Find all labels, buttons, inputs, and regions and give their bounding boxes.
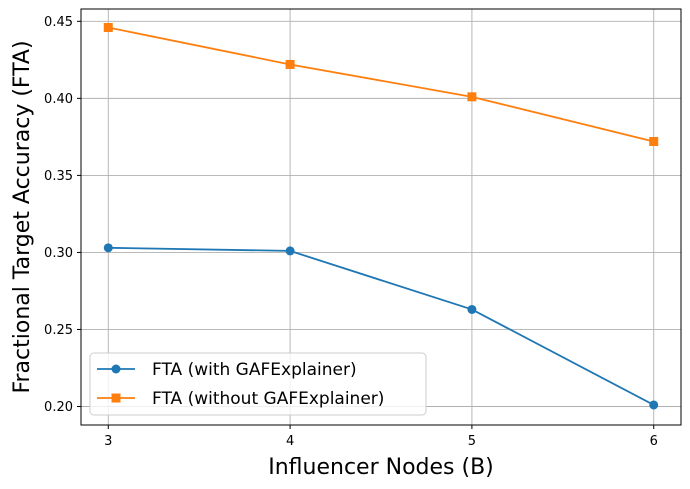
grid bbox=[81, 9, 681, 425]
data-point-with-gafexplainer bbox=[285, 246, 295, 256]
x-tick-label: 6 bbox=[650, 434, 658, 449]
data-point-with-gafexplainer bbox=[649, 400, 659, 410]
x-ticks: 3 4 5 6 bbox=[104, 425, 658, 449]
plot-frame bbox=[80, 8, 682, 426]
y-ticks: 0.20 0.25 0.30 0.35 0.40 0.45 bbox=[44, 15, 81, 415]
series-line-with-gafexplainer bbox=[108, 246, 655, 406]
y-tick-label: 0.20 bbox=[44, 400, 73, 415]
y-tick-label: 0.40 bbox=[44, 92, 73, 107]
legend-label-without-gafexplainer: FTA (without GAFExplainer) bbox=[152, 389, 384, 409]
data-point-without-gafexplainer bbox=[103, 22, 113, 32]
y-tick-label: 0.30 bbox=[44, 246, 73, 261]
data-point-with-gafexplainer bbox=[467, 304, 477, 314]
legend-label-with-gafexplainer: FTA (with GAFExplainer) bbox=[152, 360, 357, 380]
data-point-without-gafexplainer bbox=[649, 137, 659, 147]
x-tick-label: 3 bbox=[104, 434, 112, 449]
y-tick-label: 0.25 bbox=[44, 323, 73, 338]
y-tick-label: 0.45 bbox=[44, 15, 73, 30]
legend: FTA (with GAFExplainer) FTA (without GAF… bbox=[89, 352, 427, 416]
data-point-without-gafexplainer bbox=[467, 92, 477, 102]
x-tick-label: 5 bbox=[468, 434, 476, 449]
y-axis-label: Fractional Target Accuracy (FTA) bbox=[10, 40, 35, 393]
series-line-without-gafexplainer bbox=[108, 26, 654, 143]
y-tick-label: 0.35 bbox=[44, 169, 73, 184]
legend-box bbox=[89, 352, 427, 416]
x-axis-label: Influencer Nodes (B) bbox=[268, 455, 494, 480]
legend-marker-without-gafexplainer bbox=[111, 393, 121, 403]
series-layer bbox=[103, 22, 659, 410]
x-tick-label: 4 bbox=[286, 434, 294, 449]
legend-marker-with-gafexplainer bbox=[111, 364, 121, 374]
data-point-without-gafexplainer bbox=[285, 59, 295, 69]
data-point-with-gafexplainer bbox=[103, 243, 113, 253]
